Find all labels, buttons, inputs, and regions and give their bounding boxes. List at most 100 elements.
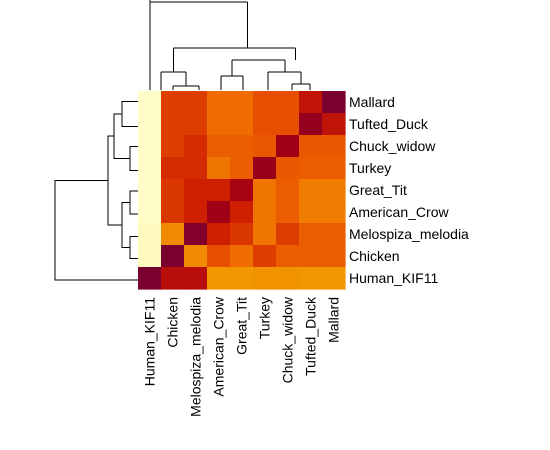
heatmap-cell bbox=[184, 179, 208, 202]
column-labels: Human_KIF11 Chicken Melospiza_melodia Ameri… bbox=[142, 296, 342, 417]
heatmap-cell bbox=[299, 113, 323, 136]
heatmap-cell bbox=[276, 223, 300, 246]
heatmap-cell bbox=[161, 223, 185, 246]
heatmap-cell bbox=[230, 91, 254, 114]
heatmap-cell bbox=[230, 135, 254, 158]
row-label: Mallard bbox=[349, 94, 395, 110]
column-dendrogram bbox=[149, 0, 311, 90]
heatmap-cell bbox=[138, 135, 162, 158]
heatmap-cell bbox=[230, 267, 254, 290]
row-label: American_Crow bbox=[349, 204, 449, 220]
heatmap-cell bbox=[276, 201, 300, 224]
heatmap-cell bbox=[299, 179, 323, 202]
heatmap-cell bbox=[230, 157, 254, 180]
heatmap-cell bbox=[161, 245, 185, 268]
heatmap-cell bbox=[299, 267, 323, 290]
row-label: Human_KIF11 bbox=[349, 270, 438, 286]
heatmap-cell bbox=[207, 201, 231, 224]
heatmap-cell bbox=[322, 91, 346, 114]
heatmap-cell bbox=[230, 201, 254, 224]
heatmap-cell bbox=[253, 91, 277, 114]
row-label: Chuck_widow bbox=[349, 138, 436, 154]
heatmap-cell bbox=[184, 223, 208, 246]
heatmap-cell bbox=[322, 267, 346, 290]
heatmap-cell bbox=[322, 245, 346, 268]
heatmap-cell bbox=[207, 223, 231, 246]
heatmap-cell bbox=[322, 135, 346, 158]
column-label: Mallard bbox=[326, 297, 342, 343]
heatmap-cell bbox=[230, 113, 254, 136]
heatmap-cell bbox=[161, 157, 185, 180]
heatmap-cell bbox=[161, 179, 185, 202]
column-label: Chuck_widow bbox=[280, 296, 296, 383]
heatmap-cell bbox=[161, 201, 185, 224]
column-label: Turkey bbox=[257, 297, 273, 339]
row-label: Great_Tit bbox=[349, 182, 407, 198]
heatmap-cell bbox=[207, 245, 231, 268]
row-label: Melospiza_melodia bbox=[349, 226, 469, 242]
heatmap-cell bbox=[253, 135, 277, 158]
heatmap-cell bbox=[161, 135, 185, 158]
heatmap-cell bbox=[138, 245, 162, 268]
column-label: Human_KIF11 bbox=[142, 297, 158, 386]
heatmap-cell bbox=[253, 223, 277, 246]
column-label: Great_Tit bbox=[234, 297, 250, 355]
heatmap-cell bbox=[230, 179, 254, 202]
row-labels: Mallard Tufted_Duck Chuck_widow Turkey Great… bbox=[349, 94, 469, 286]
heatmap-cell bbox=[207, 267, 231, 290]
heatmap-cell bbox=[276, 113, 300, 136]
heatmap-cell bbox=[299, 223, 323, 246]
heatmap-cell bbox=[138, 91, 162, 114]
heatmap-cell bbox=[138, 223, 162, 246]
row-label: Tufted_Duck bbox=[349, 116, 429, 132]
heatmap-cell bbox=[138, 267, 162, 290]
heatmap-cell bbox=[207, 91, 231, 114]
heatmap-cell bbox=[253, 157, 277, 180]
heatmap-cell bbox=[138, 113, 162, 136]
heatmap-cell bbox=[207, 157, 231, 180]
heatmap-cell bbox=[161, 267, 185, 290]
heatmap-cell bbox=[184, 245, 208, 268]
heatmap-cell bbox=[184, 157, 208, 180]
heatmap-cell bbox=[253, 113, 277, 136]
heatmap-cell bbox=[299, 245, 323, 268]
heatmap-cell bbox=[299, 157, 323, 180]
heatmap-cell bbox=[138, 157, 162, 180]
heatmap-cell bbox=[253, 267, 277, 290]
heatmap-cell bbox=[184, 201, 208, 224]
row-dendrogram bbox=[54, 101, 138, 281]
heatmap-cell bbox=[184, 267, 208, 290]
heatmap-cell bbox=[299, 201, 323, 224]
heatmap-cell bbox=[276, 267, 300, 290]
heatmap-cell bbox=[138, 201, 162, 224]
heatmap-cell bbox=[322, 157, 346, 180]
heatmap-cell bbox=[322, 113, 346, 136]
column-label: Melospiza_melodia bbox=[188, 297, 204, 417]
heatmap-cell bbox=[184, 113, 208, 136]
row-label: Turkey bbox=[349, 160, 391, 176]
heatmap-cell bbox=[276, 157, 300, 180]
heatmap-cell bbox=[230, 245, 254, 268]
column-label: Tufted_Duck bbox=[303, 296, 319, 376]
heatmap-cell bbox=[253, 179, 277, 202]
heatmap-cell bbox=[276, 245, 300, 268]
heatmap-cell bbox=[161, 113, 185, 136]
heatmap-cell bbox=[230, 223, 254, 246]
heatmap-cell bbox=[207, 179, 231, 202]
heatmap-cell bbox=[184, 91, 208, 114]
column-label: Chicken bbox=[165, 297, 181, 348]
heatmap-cells bbox=[138, 91, 346, 290]
heatmap-cell bbox=[322, 179, 346, 202]
heatmap-cell bbox=[161, 91, 185, 114]
row-label: Chicken bbox=[349, 248, 400, 264]
heatmap-cell bbox=[276, 91, 300, 114]
heatmap-cell bbox=[276, 179, 300, 202]
heatmap-cell bbox=[138, 179, 162, 202]
column-label: American_Crow bbox=[211, 296, 227, 396]
heatmap-cell bbox=[299, 135, 323, 158]
heatmap-cell bbox=[207, 135, 231, 158]
heatmap-cell bbox=[207, 113, 231, 136]
heatmap-cell bbox=[322, 223, 346, 246]
heatmap-cell bbox=[253, 201, 277, 224]
